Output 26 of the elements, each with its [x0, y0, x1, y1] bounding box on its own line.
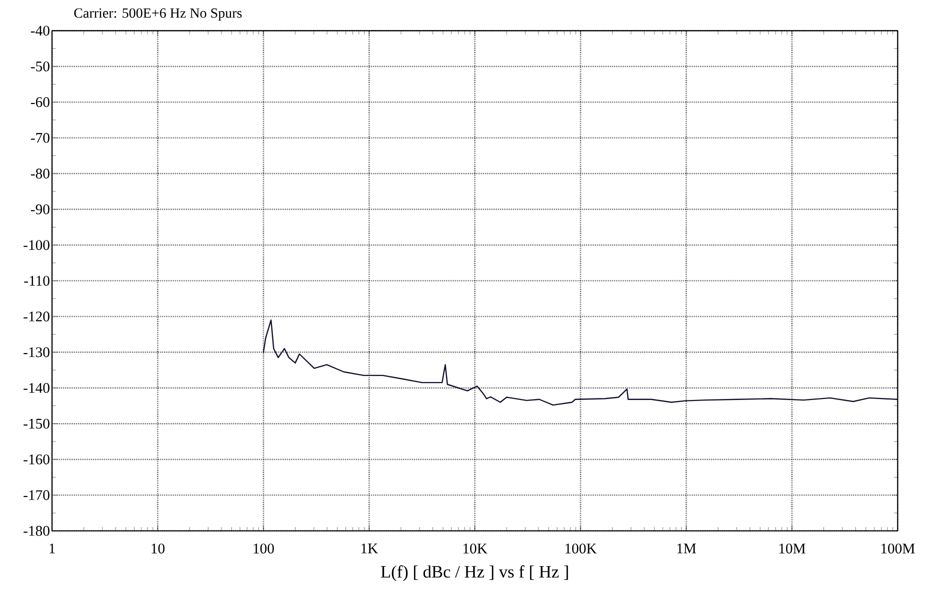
- x-tick-label: 1: [50, 544, 55, 554]
- y-tick-label: -50: [30, 62, 50, 72]
- y-tick-label: -140: [24, 383, 50, 393]
- y-tick-label: -120: [24, 312, 50, 322]
- x-tick-label: 1K: [361, 544, 378, 554]
- x-axis-title: L(f) [ dBc / Hz ] vs f [ Hz ]: [380, 565, 568, 582]
- y-tick-label: -110: [24, 276, 50, 286]
- y-tick-label: -150: [24, 418, 50, 429]
- y-tick-label: -180: [24, 526, 50, 536]
- y-tick-label: -100: [24, 240, 50, 250]
- y-tick-label: -170: [24, 490, 50, 500]
- y-tick-label: -90: [30, 204, 50, 214]
- x-tick-label: 10K: [464, 544, 488, 554]
- y-tick-label: -160: [24, 454, 50, 464]
- y-tick-label: -40: [30, 26, 50, 36]
- x-tick-label: 10: [152, 544, 165, 554]
- x-tick-label: 1M: [677, 544, 696, 554]
- x-tick-label: 100K: [566, 544, 597, 554]
- y-tick-label: -80: [30, 168, 50, 179]
- y-tick-label: -60: [30, 97, 50, 108]
- chart-title: Carrier: 500E+6 Hz No Spurs: [74, 8, 242, 21]
- x-tick-label: 10M: [779, 544, 806, 554]
- y-tick-label: -70: [30, 132, 50, 143]
- x-tick-label: 100: [254, 544, 274, 554]
- y-tick-label: -130: [24, 347, 50, 358]
- x-tick-label: 100M: [881, 544, 915, 554]
